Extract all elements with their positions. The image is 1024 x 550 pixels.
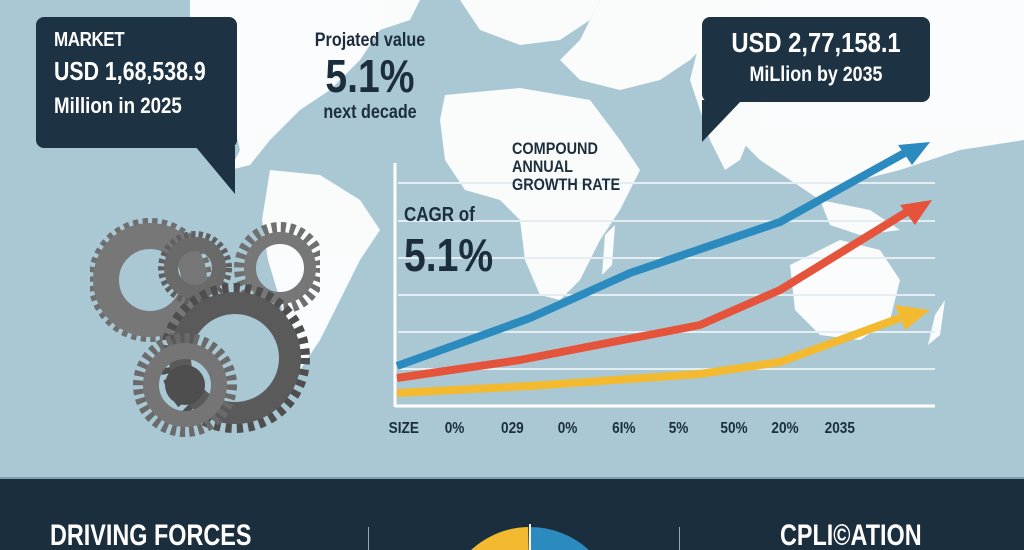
chart-title-line: COMPOUND bbox=[512, 139, 598, 158]
x-tick: 5% bbox=[668, 420, 689, 437]
x-tick: 6I% bbox=[612, 420, 636, 437]
x-tick: 0% bbox=[444, 420, 465, 437]
callout-tail bbox=[702, 100, 742, 142]
gear-icon bbox=[90, 218, 212, 342]
divider bbox=[679, 527, 680, 550]
arrow-head-blue bbox=[898, 142, 930, 165]
forecast-callout: USD 2,77,158.1 MiLlion by 2035 bbox=[702, 17, 930, 102]
x-tick: 2035 bbox=[824, 420, 855, 437]
x-axis-labels: SIZE 0% 029 0% 6I% 5% 50% 20% 2035 bbox=[0, 420, 1024, 444]
market-label: MARKET bbox=[54, 29, 125, 51]
arrow-head-yellow bbox=[895, 305, 930, 330]
cagr-value: 5.1% bbox=[404, 229, 494, 281]
market-unit: Million in 2025 bbox=[54, 93, 182, 118]
donut-chart-icon bbox=[442, 524, 617, 550]
x-tick: 0% bbox=[557, 420, 578, 437]
forecast-value: USD 2,77,158.1 bbox=[731, 27, 901, 58]
x-tick: 029 bbox=[501, 420, 524, 437]
driving-forces-heading: DRIVING FORCES bbox=[50, 519, 252, 550]
market-size-callout: MARKET USD 1,68,538.9 Million in 2025 bbox=[36, 17, 237, 148]
divider bbox=[368, 527, 369, 550]
series-line-blue bbox=[395, 146, 912, 370]
callout-tail bbox=[195, 146, 235, 194]
application-heading: CPLI©ATION bbox=[780, 519, 922, 550]
footer-panel: DRIVING FORCES CPLI©ATION bbox=[0, 477, 1024, 550]
projected-label: Projated value bbox=[314, 30, 426, 51]
series-line-red bbox=[396, 206, 913, 382]
growth-line-chart bbox=[393, 142, 935, 408]
projected-value-block: Projated value 5.1% next decade bbox=[290, 30, 450, 124]
gear-icon bbox=[133, 333, 237, 437]
projected-period: next decade bbox=[323, 102, 417, 123]
gears-illustration bbox=[90, 218, 320, 437]
chart-title-line: GROWTH RATE bbox=[512, 175, 621, 194]
x-tick: 50% bbox=[720, 420, 748, 437]
forecast-unit: MiLlion by 2035 bbox=[749, 63, 883, 86]
cagr-label: CAGR of bbox=[404, 204, 475, 226]
market-value: USD 1,68,538.9 bbox=[54, 56, 206, 86]
x-tick: 20% bbox=[771, 420, 799, 437]
chart-axes bbox=[393, 163, 935, 408]
chart-title-line: ANNUAL bbox=[512, 157, 574, 176]
chart-title: COMPOUND ANNUAL GROWTH RATE bbox=[512, 140, 620, 194]
projected-percent: 5.1% bbox=[325, 50, 415, 102]
series-line-yellow bbox=[396, 314, 902, 397]
x-tick: SIZE bbox=[388, 420, 419, 437]
arrow-head-red bbox=[900, 200, 932, 225]
